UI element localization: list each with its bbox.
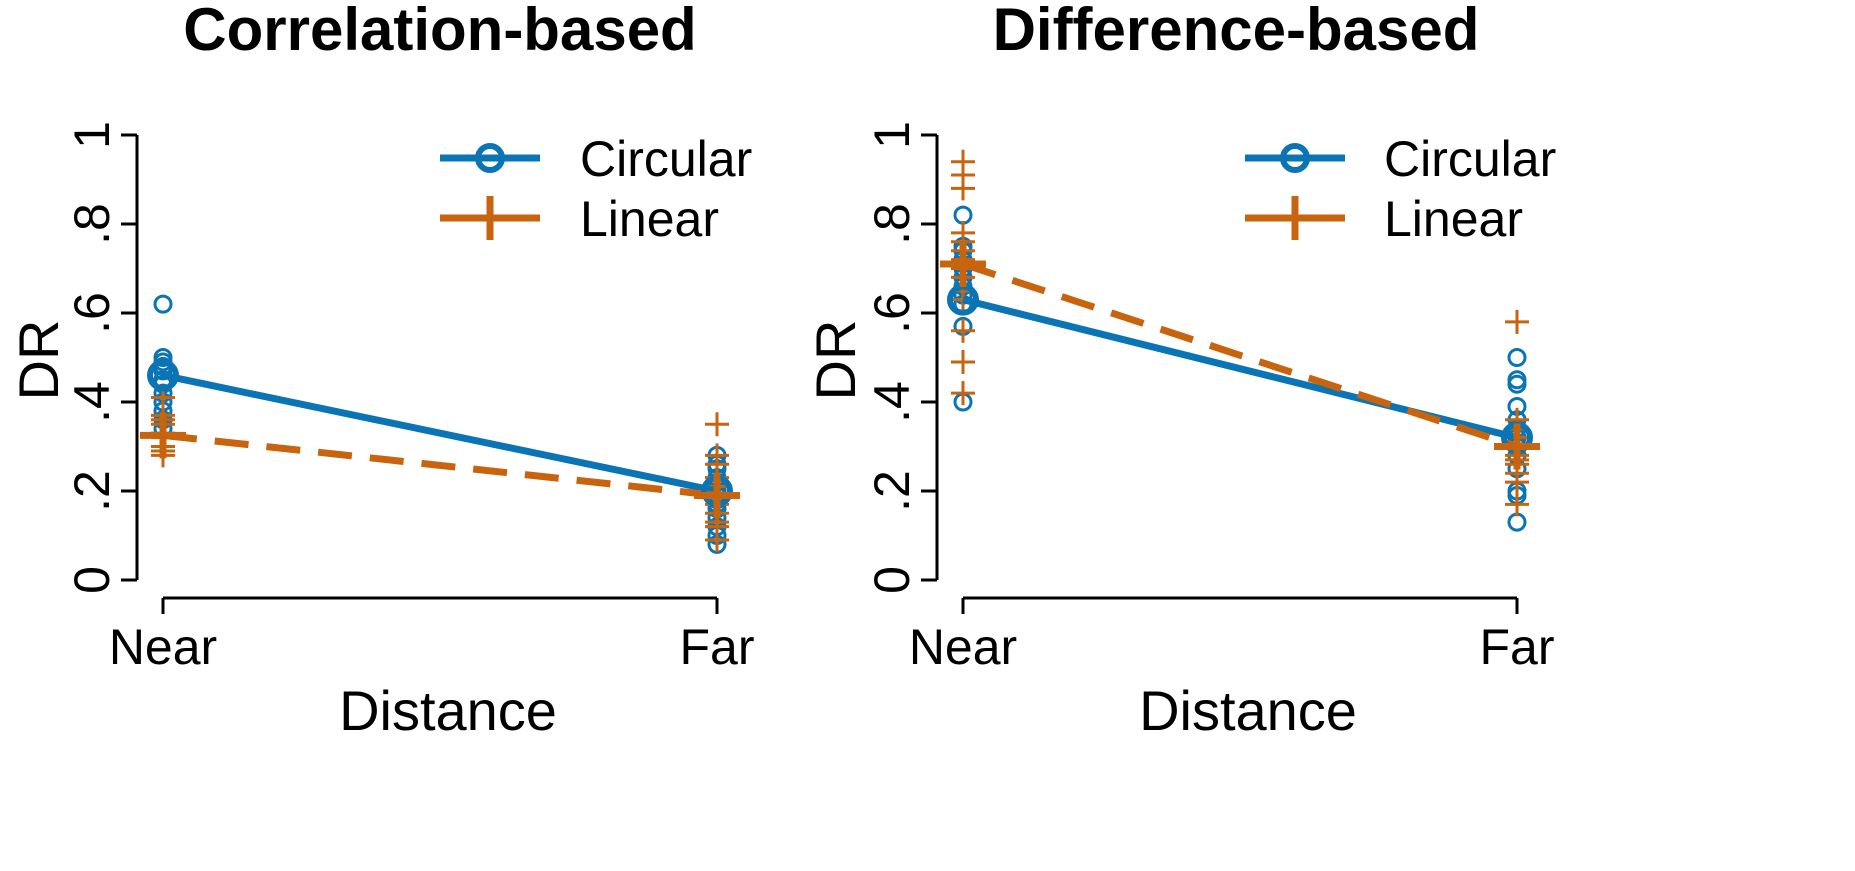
y-axis-label: DR <box>7 320 70 401</box>
legend-label-linear: Linear <box>580 191 719 247</box>
mean-marker-linear <box>694 472 740 519</box>
data-point-linear <box>1505 470 1529 495</box>
series-line-circular <box>162 371 718 495</box>
y-tick-label: .2 <box>864 470 920 512</box>
x-tick-label: Far <box>1480 619 1555 675</box>
y-tick-label: .2 <box>64 470 120 512</box>
x-tick-label: Far <box>680 619 755 675</box>
data-point-linear <box>951 176 975 201</box>
data-point-linear <box>951 318 975 343</box>
legend-label-circular: Circular <box>1384 131 1556 187</box>
chart-panel-correlation: Correlation-based 0 .2 .4 .6 .8 1 Near Far Distan… <box>7 0 755 742</box>
data-point-circular <box>1507 374 1527 394</box>
data-point-circular <box>1507 512 1527 532</box>
mean-marker-linear <box>940 241 986 288</box>
chart-panel-difference: Difference-based 0 .2 .4 .6 .8 1 Near Far Distanc… <box>804 0 1556 742</box>
chart-title: Difference-based <box>993 0 1480 63</box>
x-tick-label: Near <box>909 619 1017 675</box>
x-axis-label: Distance <box>1139 679 1357 742</box>
mean-marker-linear <box>1494 423 1540 470</box>
data-point-linear <box>951 381 975 406</box>
data-point-linear <box>705 527 729 552</box>
y-tick-label: .6 <box>864 292 920 334</box>
y-tick-label: .4 <box>864 381 920 423</box>
y-tick-label: .4 <box>64 381 120 423</box>
data-point-linear <box>1505 309 1529 334</box>
y-tick-label: 1 <box>64 121 120 149</box>
data-point-circular <box>953 205 973 225</box>
y-tick-label: .8 <box>864 203 920 245</box>
legend-plus-icon <box>468 196 512 240</box>
data-point-circular <box>153 294 173 314</box>
mean-marker-linear <box>140 412 186 459</box>
chart-title: Correlation-based <box>183 0 696 63</box>
legend-circle-icon <box>1280 143 1310 173</box>
x-axis-label: Distance <box>339 679 557 742</box>
y-tick-label: .8 <box>64 203 120 245</box>
x-tick-label: Near <box>109 619 217 675</box>
legend-label-circular: Circular <box>580 131 752 187</box>
legend-label-linear: Linear <box>1384 191 1523 247</box>
y-tick-label: 0 <box>864 566 920 594</box>
y-tick-label: 0 <box>64 566 120 594</box>
y-tick-label: 1 <box>864 121 920 149</box>
data-point-linear <box>951 349 975 374</box>
y-tick-label: .6 <box>64 292 120 334</box>
legend-circle-icon <box>475 143 505 173</box>
data-point-linear <box>705 412 729 437</box>
series-line-linear <box>162 431 718 499</box>
series-line-linear <box>961 260 1519 450</box>
mean-marker-circular <box>147 359 179 392</box>
data-point-circular <box>1507 348 1527 367</box>
y-axis-label: DR <box>804 320 867 401</box>
legend-plus-icon <box>1273 196 1317 240</box>
data-point-linear <box>1505 492 1529 517</box>
